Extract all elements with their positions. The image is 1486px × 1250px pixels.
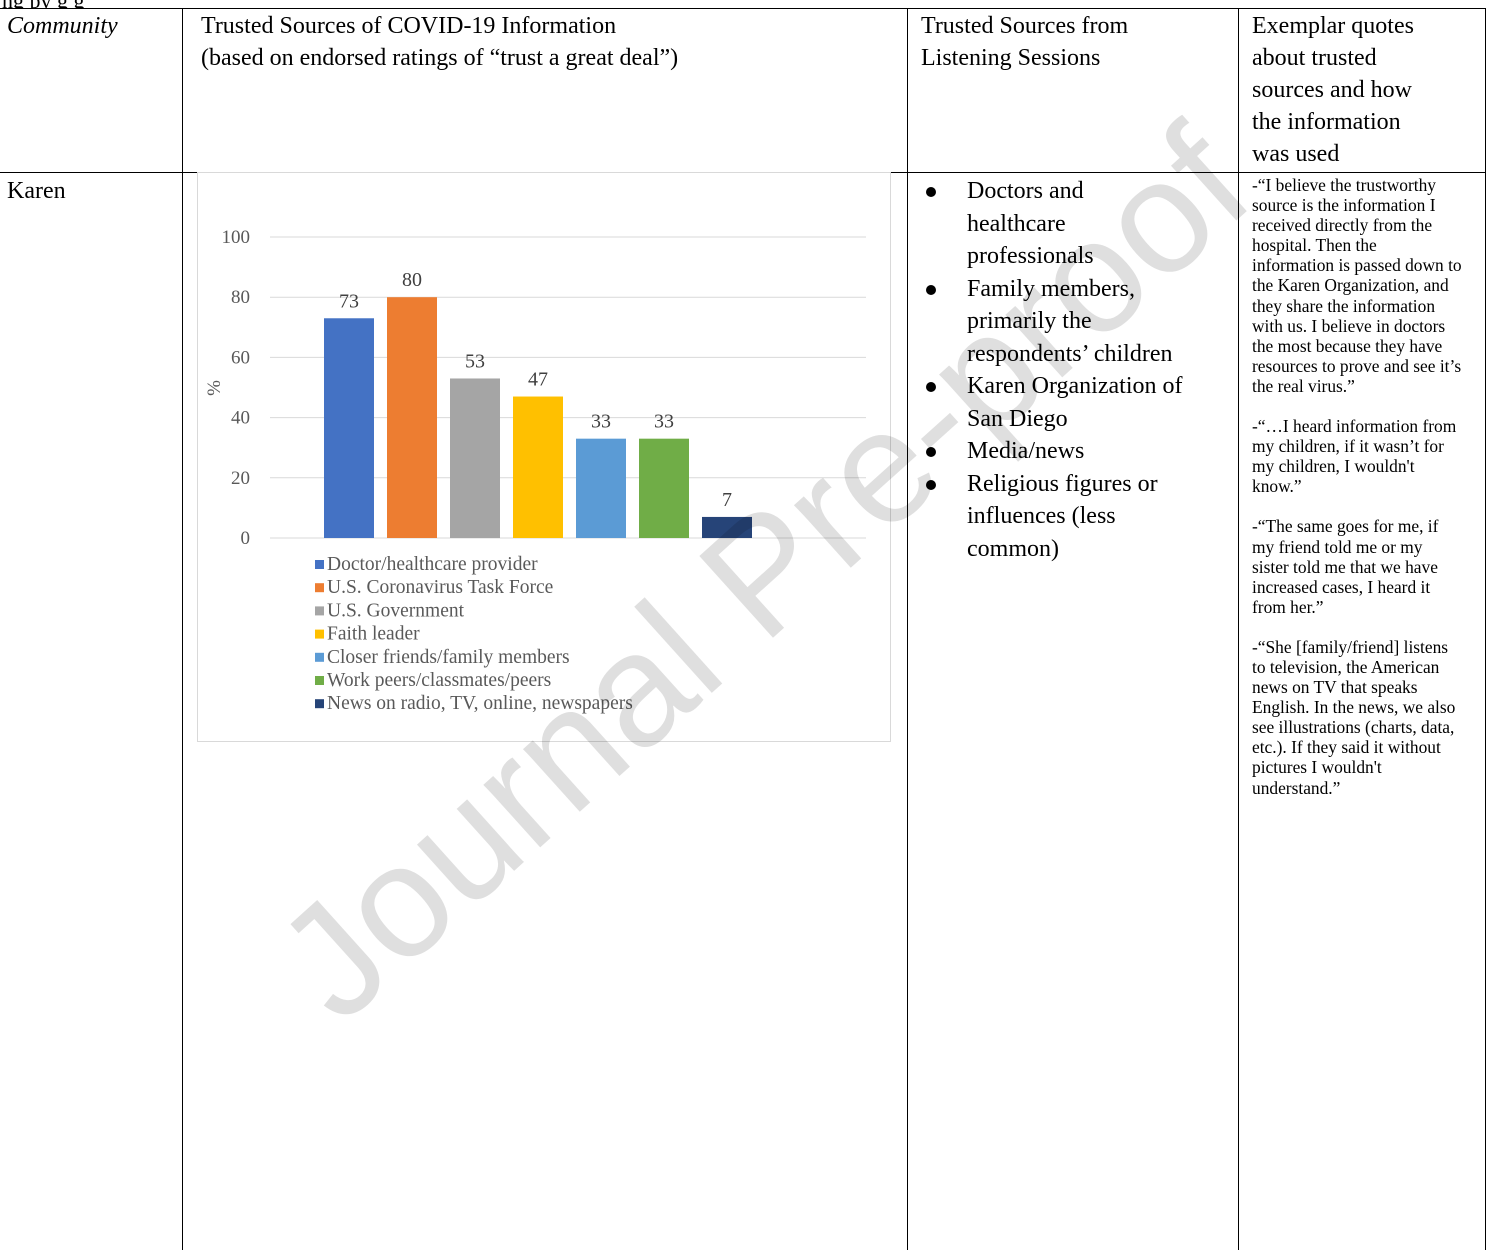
bar: [576, 438, 626, 538]
quote-paragraph: -“She [family/friend] listens to televis…: [1252, 636, 1456, 798]
legend-entry: Closer friends/family members: [327, 647, 570, 668]
bullet-dot-icon: [926, 447, 936, 457]
bar-chart: 0 20 40 60 80 100% 73 80 53 47 33 33 7 Doctor/healthc…: [204, 227, 866, 714]
legend-entry: Doctor/healthcare provider: [327, 554, 538, 575]
bullet-dot-icon: [926, 187, 936, 197]
y-tick-label: 60: [231, 347, 250, 368]
legend-swatch: [315, 606, 324, 616]
legend-swatch: [315, 699, 324, 709]
legend-entry: U.S. Coronavirus Task Force: [327, 577, 553, 598]
legend-swatch: [315, 560, 324, 569]
chart-frame: 0 20 40 60 80 100% 73 80 53 47 33 33 7 Doctor/healthc…: [197, 172, 891, 742]
list-item: Media/news: [918, 435, 1238, 468]
header-community: Community: [7, 13, 118, 39]
header-exemplar-line: Exemplar quotes: [1252, 13, 1414, 39]
list-item: Doctors and healthcare professionals: [918, 175, 1238, 273]
column-divider-1: [182, 8, 183, 1250]
exemplar-quotes: -“I believe the trustworthy source is th…: [1252, 175, 1462, 818]
data-label: 33: [654, 411, 674, 433]
y-tick-label: 0: [241, 528, 251, 549]
data-label: 80: [402, 269, 422, 291]
y-tick-label: 100: [222, 227, 251, 248]
header-listening-sessions: Trusted Sources from Listening Sessions: [921, 10, 1231, 74]
data-label: 33: [591, 411, 611, 433]
header-exemplar-line: sources and how: [1252, 77, 1412, 103]
bar: [702, 516, 752, 538]
bullet-dot-icon: [926, 479, 936, 490]
legend-swatch: [315, 676, 324, 685]
header-exemplar-line: the information: [1252, 109, 1401, 135]
column-divider-3: [1238, 8, 1239, 1250]
bar: [639, 438, 689, 538]
data-label: 47: [528, 369, 548, 391]
bullet-dot-icon: [926, 284, 936, 295]
legend-swatch: [315, 629, 324, 639]
data-label: 73: [339, 290, 359, 312]
header-trusted-sources-line1: Trusted Sources of COVID-19 Information: [201, 13, 617, 39]
legend-entry: News on radio, TV, online, newspapers: [327, 693, 633, 714]
bar: [387, 297, 437, 538]
bar: [324, 318, 374, 538]
legend-entry: U.S. Government: [327, 600, 465, 621]
header-listening-line2: Listening Sessions: [921, 45, 1101, 71]
legend-swatch: [315, 652, 324, 662]
quote-paragraph: -“…I heard information from my children,…: [1252, 416, 1457, 497]
y-tick-label: 40: [231, 408, 250, 429]
header-trusted-sources: Trusted Sources of COVID-19 Information …: [201, 10, 901, 74]
list-item: Family members, primarily the respondents’…: [918, 273, 1238, 371]
y-tick-label: 80: [231, 287, 250, 308]
bar: [513, 396, 563, 538]
header-exemplar-line: was used: [1252, 141, 1340, 167]
listening-sources-list: Doctors and healthcare professionals Famil…: [918, 175, 1238, 565]
cut-off-caption: ng py g g: [0, 0, 1486, 8]
header-exemplar-quotes: Exemplar quotes about trusted sources an…: [1252, 10, 1482, 170]
header-exemplar-line: about trusted: [1252, 45, 1377, 71]
quote-paragraph: -“I believe the trustworthy source is th…: [1252, 175, 1462, 396]
y-axis-label: %: [204, 380, 225, 396]
legend-entry: Work peers/classmates/peers: [327, 670, 551, 691]
community-cell: Karen: [7, 178, 66, 204]
legend-entry: Faith leader: [327, 624, 420, 645]
y-tick-label: 20: [231, 468, 250, 489]
data-label: 53: [465, 350, 485, 372]
table-top-border: [0, 8, 1486, 9]
bullet-dot-icon: [926, 382, 936, 392]
quote-paragraph: -“The same goes for me, if my friend tol…: [1252, 516, 1439, 617]
bar: [450, 378, 500, 538]
column-divider-2: [907, 8, 908, 1250]
list-item: Religious figures or influences (less comm…: [918, 468, 1238, 566]
header-trusted-sources-line2: (based on endorsed ratings of “trust a g…: [201, 45, 679, 71]
list-item: Karen Organization of San Diego: [918, 370, 1238, 435]
header-listening-line1: Trusted Sources from: [921, 13, 1129, 39]
data-label: 7: [722, 489, 732, 511]
legend-swatch: [315, 583, 324, 593]
